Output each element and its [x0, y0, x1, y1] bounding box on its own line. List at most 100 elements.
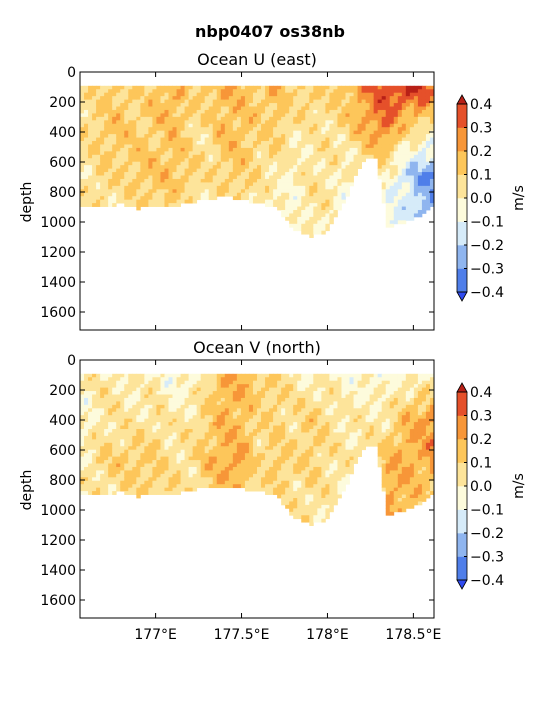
- heatmap-cell: [309, 92, 314, 97]
- heatmap-cell: [160, 473, 165, 478]
- heatmap-cell: [116, 466, 121, 471]
- heatmap-cell: [100, 127, 105, 132]
- heatmap-cell: [325, 154, 330, 159]
- heatmap-cell: [164, 199, 169, 204]
- heatmap-cell: [273, 175, 278, 180]
- heatmap-cell: [92, 408, 97, 413]
- heatmap-cell: [285, 154, 290, 159]
- heatmap-cell: [252, 480, 258, 485]
- heatmap-cell: [232, 137, 238, 142]
- heatmap-cell: [184, 196, 190, 201]
- heatmap-cell: [192, 85, 198, 90]
- heatmap-cell: [261, 418, 266, 423]
- heatmap-cell: [365, 85, 371, 90]
- heatmap-cell: [248, 394, 254, 399]
- heatmap-cell: [361, 123, 367, 128]
- heatmap-cell: [216, 449, 222, 454]
- heatmap-cell: [248, 456, 254, 461]
- heatmap-cell: [200, 151, 206, 156]
- figure-title: nbp0407 os38nb: [195, 22, 345, 41]
- heatmap-cell: [232, 185, 238, 190]
- heatmap-cell: [80, 384, 85, 388]
- heatmap-cell: [417, 210, 423, 214]
- heatmap-cell: [144, 387, 149, 392]
- heatmap-cell: [257, 96, 262, 100]
- heatmap-cell: [104, 99, 109, 104]
- heatmap-cell: [369, 151, 375, 156]
- heatmap-cell: [277, 196, 282, 201]
- heatmap-cell: [184, 130, 190, 135]
- heatmap-cell: [228, 96, 234, 100]
- heatmap-cell: [88, 415, 93, 420]
- heatmap-cell: [377, 172, 383, 176]
- heatmap-cell: [244, 463, 250, 468]
- heatmap-cell: [277, 144, 282, 149]
- heatmap-cell: [120, 199, 125, 204]
- heatmap-cell: [273, 185, 278, 190]
- heatmap-cell: [232, 463, 238, 468]
- heatmap-cell: [285, 175, 290, 180]
- heatmap-cell: [261, 408, 266, 413]
- heatmap-cell: [168, 453, 173, 457]
- heatmap-cell: [389, 203, 395, 207]
- heatmap-cell: [164, 418, 169, 423]
- heatmap-cell: [192, 134, 198, 138]
- heatmap-cell: [337, 92, 342, 97]
- heatmap-cell: [188, 196, 194, 201]
- heatmap-cell: [88, 137, 93, 142]
- heatmap-cell: [120, 453, 125, 457]
- heatmap-cell: [108, 460, 113, 464]
- heatmap-cell: [124, 154, 129, 159]
- heatmap-cell: [341, 168, 346, 173]
- heatmap-cell: [128, 172, 133, 176]
- heatmap-cell: [317, 165, 322, 169]
- heatmap-cell: [224, 453, 230, 457]
- heatmap-cell: [397, 182, 403, 187]
- heatmap-cell: [313, 175, 318, 180]
- heatmap-cell: [317, 106, 322, 111]
- heatmap-cell: [240, 196, 246, 201]
- heatmap-cell: [309, 127, 314, 132]
- heatmap-cell: [261, 130, 266, 135]
- heatmap-cell: [285, 85, 290, 90]
- heatmap-cell: [132, 387, 137, 392]
- heatmap-cell: [405, 182, 411, 187]
- heatmap-cell: [128, 161, 133, 166]
- heatmap-cell: [148, 446, 153, 451]
- heatmap-cell: [252, 425, 258, 430]
- heatmap-cell: [285, 103, 290, 107]
- y-tick-label: 600: [49, 155, 76, 171]
- heatmap-cell: [112, 175, 117, 180]
- heatmap-cell: [313, 182, 318, 187]
- heatmap-cell: [248, 178, 254, 183]
- heatmap-cell: [216, 456, 222, 461]
- heatmap-cell: [180, 466, 185, 471]
- heatmap-cell: [200, 470, 206, 475]
- heatmap-cell: [349, 165, 354, 169]
- heatmap-cell: [285, 435, 290, 440]
- heatmap-cell: [265, 147, 270, 152]
- heatmap-cell: [216, 477, 222, 482]
- heatmap-cell: [232, 377, 238, 382]
- heatmap-cell: [265, 141, 270, 145]
- heatmap-cell: [192, 192, 198, 197]
- heatmap-cell: [84, 380, 89, 385]
- heatmap-cell: [208, 418, 214, 423]
- heatmap-cell: [148, 154, 153, 159]
- heatmap-cell: [88, 161, 93, 166]
- heatmap-cell: [188, 397, 194, 402]
- heatmap-cell: [116, 391, 121, 395]
- heatmap-cell: [220, 189, 226, 194]
- heatmap-cell: [317, 192, 322, 197]
- heatmap-cell: [200, 185, 206, 190]
- heatmap-cell: [265, 154, 270, 159]
- heatmap-cell: [112, 89, 117, 94]
- heatmap-cell: [160, 89, 165, 94]
- heatmap-cell: [244, 480, 250, 485]
- heatmap-cell: [164, 120, 169, 125]
- heatmap-cell: [104, 96, 109, 100]
- heatmap-cell: [100, 106, 105, 111]
- heatmap-cell: [425, 116, 431, 121]
- heatmap-cell: [148, 401, 153, 406]
- heatmap-cell: [116, 422, 121, 426]
